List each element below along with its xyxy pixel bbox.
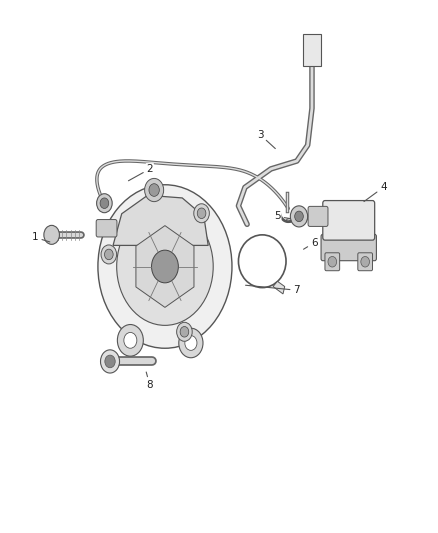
- FancyBboxPatch shape: [321, 235, 376, 261]
- Circle shape: [179, 328, 203, 358]
- Text: 2: 2: [128, 164, 153, 181]
- Circle shape: [295, 211, 304, 222]
- Circle shape: [197, 208, 206, 219]
- Circle shape: [44, 225, 60, 244]
- FancyBboxPatch shape: [96, 220, 117, 237]
- FancyBboxPatch shape: [358, 253, 372, 271]
- Circle shape: [97, 193, 112, 213]
- FancyBboxPatch shape: [308, 206, 328, 227]
- Circle shape: [100, 198, 109, 208]
- FancyBboxPatch shape: [325, 253, 339, 271]
- Polygon shape: [136, 225, 194, 308]
- Circle shape: [185, 336, 197, 350]
- Polygon shape: [273, 281, 285, 294]
- Text: 1: 1: [32, 232, 50, 243]
- Circle shape: [98, 185, 232, 348]
- FancyBboxPatch shape: [323, 200, 374, 240]
- Polygon shape: [113, 195, 208, 245]
- Circle shape: [101, 245, 117, 264]
- Circle shape: [100, 350, 120, 373]
- Text: 8: 8: [146, 372, 153, 390]
- Circle shape: [328, 256, 337, 267]
- Circle shape: [124, 333, 137, 348]
- Circle shape: [149, 184, 159, 196]
- Circle shape: [145, 179, 164, 201]
- Text: 5: 5: [274, 212, 290, 221]
- Circle shape: [117, 325, 143, 356]
- Circle shape: [117, 208, 213, 325]
- FancyBboxPatch shape: [304, 35, 321, 66]
- Circle shape: [105, 249, 113, 260]
- Text: 7: 7: [246, 285, 300, 295]
- Circle shape: [194, 204, 209, 223]
- Text: 6: 6: [304, 238, 318, 249]
- Circle shape: [177, 322, 192, 341]
- Circle shape: [105, 355, 115, 368]
- Text: 4: 4: [364, 182, 387, 201]
- Text: 3: 3: [257, 130, 276, 149]
- Circle shape: [152, 250, 178, 283]
- Circle shape: [361, 256, 370, 267]
- Circle shape: [290, 206, 307, 227]
- Circle shape: [180, 327, 189, 337]
